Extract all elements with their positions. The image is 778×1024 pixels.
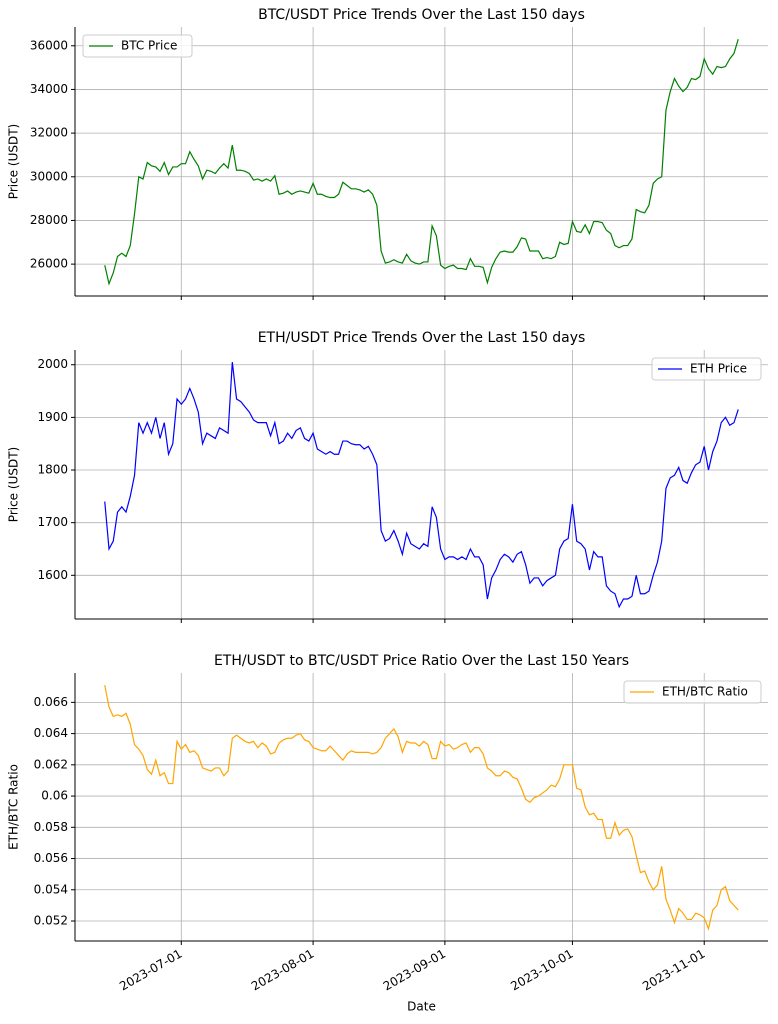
y-tick-label: 36000 [30, 38, 68, 52]
y-tick-label: 1700 [37, 515, 68, 529]
legend-box [82, 34, 193, 58]
chart-title: BTC/USDT Price Trends Over the Last 150 … [258, 7, 585, 23]
y-tick-label: 0.058 [34, 820, 68, 834]
y-tick-label: 26000 [30, 257, 68, 271]
y-tick-label: 30000 [30, 169, 68, 183]
legend-box [623, 680, 762, 704]
x-axis-label: Date [407, 1000, 436, 1014]
y-tick-label: 1900 [37, 410, 68, 424]
data-line [104, 362, 739, 609]
y-tick-label: 0.056 [34, 851, 68, 865]
y-axis-label: ETH/BTC Ratio [7, 764, 21, 850]
y-axis-label: Price (USDT) [7, 124, 21, 199]
y-tick-label: 0.052 [34, 914, 68, 928]
x-tick-label: 2023-09-01 [381, 947, 448, 994]
legend-label: ETH Price [690, 362, 747, 376]
y-tick-label: 0.062 [34, 757, 68, 771]
chart-title: ETH/USDT to BTC/USDT Price Ratio Over th… [214, 653, 629, 669]
x-tick-label: 2023-11-01 [640, 947, 707, 994]
data-line [104, 685, 739, 931]
legend-label: BTC Price [121, 39, 177, 53]
y-tick-label: 1800 [37, 463, 68, 477]
legend-label: ETH/BTC Ratio [662, 685, 748, 699]
y-tick-label: 2000 [37, 357, 68, 371]
y-tick-label: 0.064 [34, 726, 68, 740]
y-tick-label: 34000 [30, 82, 68, 96]
y-tick-label: 1600 [37, 568, 68, 582]
x-tick-label: 2023-08-01 [249, 947, 316, 994]
x-tick-label: 2023-07-01 [117, 947, 184, 994]
y-tick-label: 0.066 [34, 695, 68, 709]
chart-title: ETH/USDT Price Trends Over the Last 150 … [258, 330, 586, 346]
y-axis-label: Price (USDT) [7, 447, 21, 522]
y-tick-label: 0.054 [34, 882, 68, 896]
data-line [104, 39, 739, 286]
legend-box [651, 357, 762, 381]
x-tick-label: 2023-10-01 [508, 947, 575, 994]
y-tick-label: 28000 [30, 213, 68, 227]
y-tick-label: 32000 [30, 126, 68, 140]
y-tick-label: 0.06 [41, 789, 68, 803]
